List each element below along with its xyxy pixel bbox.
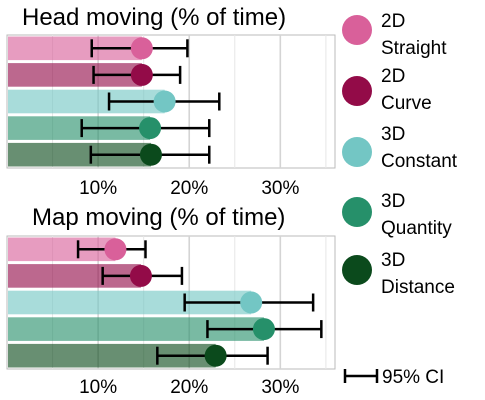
x-tick-label: 20% bbox=[170, 377, 208, 398]
point-3d-distance bbox=[204, 344, 227, 367]
point-3d-constant bbox=[153, 90, 176, 113]
x-tick-label: 30% bbox=[261, 178, 299, 199]
legend-item-2d-curve: 2D Curve bbox=[342, 66, 432, 114]
legend-label-line1: 2D bbox=[381, 66, 405, 87]
ci-legend-label: 95% CI bbox=[382, 367, 444, 388]
x-axis-ticks: 10% 20% 30% bbox=[79, 178, 299, 199]
bar-2d-straight bbox=[8, 237, 116, 262]
point-2d-curve bbox=[130, 63, 153, 86]
bar-3d-distance bbox=[8, 142, 151, 167]
x-tick-label: 30% bbox=[261, 377, 299, 398]
legend: 2D Straight 2D Curve 3D Constant 3D Quan… bbox=[342, 11, 458, 388]
legend-label-line1: 3D bbox=[381, 124, 405, 145]
legend-label-line2: Curve bbox=[381, 93, 432, 114]
x-tick-label: 20% bbox=[170, 178, 208, 199]
bar-3d-quantity bbox=[8, 317, 264, 341]
point-3d-quantity bbox=[139, 117, 162, 140]
legend-label-line1: 2D bbox=[381, 11, 405, 32]
bar-3d-distance bbox=[8, 343, 216, 368]
bar-3d-quantity bbox=[8, 116, 151, 140]
bar-2d-curve bbox=[8, 264, 141, 288]
legend-item-3d-distance: 3D Distance bbox=[342, 250, 455, 298]
point-2d-straight bbox=[130, 37, 153, 60]
legend-item-3d-constant: 3D Constant bbox=[342, 124, 458, 172]
head-moving-title: Head moving (% of time) bbox=[22, 4, 286, 31]
legend-label-line2: Constant bbox=[381, 151, 458, 172]
x-axis-ticks: 10% 20% 30% bbox=[79, 377, 299, 398]
legend-label-line2: Distance bbox=[381, 277, 455, 298]
bars bbox=[8, 237, 323, 368]
map-moving-panel: Map moving (% of time) 10% 20% 30% bbox=[6, 204, 336, 398]
x-tick-label: 10% bbox=[79, 178, 117, 199]
legend-label-line1: 3D bbox=[381, 250, 405, 271]
legend-item-3d-quantity: 3D Quantity bbox=[342, 191, 452, 239]
legend-item-2d-straight: 2D Straight bbox=[342, 11, 447, 59]
point-3d-distance bbox=[139, 143, 162, 166]
legend-label-line1: 3D bbox=[381, 191, 405, 212]
head-moving-panel: Head moving (% of time) 10% 20% 30% bbox=[6, 4, 336, 199]
x-tick-label: 10% bbox=[79, 377, 117, 398]
point-2d-curve bbox=[129, 264, 152, 287]
legend-label-line2: Straight bbox=[381, 38, 447, 59]
point-2d-straight bbox=[104, 238, 127, 261]
legend-marker bbox=[342, 15, 372, 45]
map-moving-title: Map moving (% of time) bbox=[32, 204, 285, 231]
legend-marker bbox=[342, 76, 372, 106]
point-3d-constant bbox=[240, 291, 263, 314]
bars bbox=[8, 36, 221, 167]
legend-marker bbox=[342, 255, 372, 285]
legend-label-line2: Quantity bbox=[381, 218, 452, 239]
legend-marker bbox=[342, 197, 372, 227]
bar-3d-constant bbox=[8, 89, 165, 114]
ci-legend: 95% CI bbox=[343, 367, 444, 388]
bar-3d-constant bbox=[8, 290, 252, 315]
bar-2d-straight bbox=[8, 36, 142, 61]
point-3d-quantity bbox=[252, 318, 275, 341]
legend-marker bbox=[342, 137, 372, 167]
bar-2d-curve bbox=[8, 63, 142, 87]
